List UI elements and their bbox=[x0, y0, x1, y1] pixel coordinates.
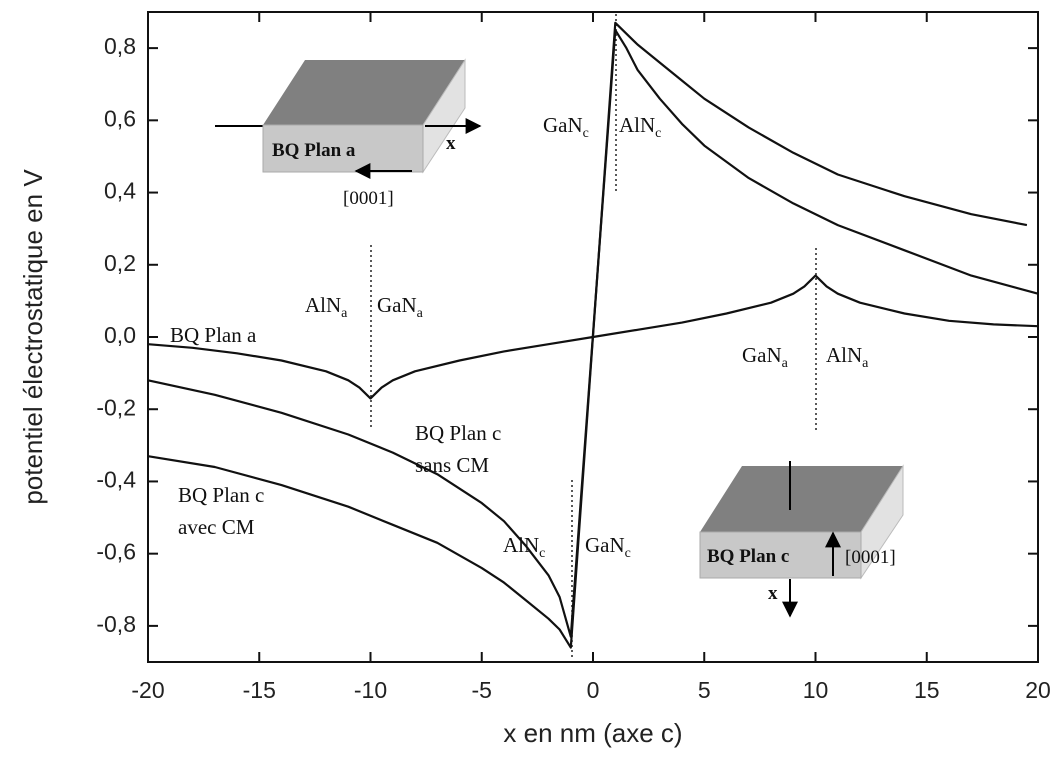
inset-plan-c: BQ Plan c [0001] x bbox=[699, 461, 904, 618]
x-tick-label: -10 bbox=[354, 677, 387, 703]
interface-label: AlNc bbox=[503, 533, 545, 561]
inset-top bbox=[700, 466, 903, 532]
series-label-line: BQ Plan a bbox=[170, 323, 257, 347]
inset-label: BQ Plan a bbox=[272, 140, 356, 161]
inset-front bbox=[262, 124, 424, 173]
interface-subscript: a bbox=[782, 356, 789, 371]
x-tick-label: -20 bbox=[131, 677, 164, 703]
interface-subscript: a bbox=[341, 306, 348, 321]
x-axis-label: x en nm (axe c) bbox=[503, 718, 682, 748]
interface-label: GaNa bbox=[377, 293, 424, 321]
interface-material: AlN bbox=[826, 343, 862, 367]
inset-top bbox=[263, 60, 465, 125]
x-tick-label: -15 bbox=[243, 677, 276, 703]
y-tick-label: 0,2 bbox=[104, 250, 136, 276]
series-label-line: avec CM bbox=[178, 515, 255, 539]
x-tick-label: 10 bbox=[803, 677, 829, 703]
interface-subscript: c bbox=[583, 126, 589, 141]
inset-direction: [0001] bbox=[845, 547, 896, 568]
series-label: BQ Plan c sans CM bbox=[415, 421, 501, 477]
interface-subscript: c bbox=[655, 126, 661, 141]
interface-label: AlNa bbox=[826, 343, 869, 371]
x-tick-label: -5 bbox=[472, 677, 492, 703]
inset-label: BQ Plan c bbox=[707, 546, 789, 567]
x-tick-label: 20 bbox=[1025, 677, 1051, 703]
x-tick-label: 5 bbox=[698, 677, 711, 703]
interface-label: AlNa bbox=[305, 293, 348, 321]
inset-plan-a: BQ Plan a x [0001] bbox=[215, 58, 482, 209]
series-label-line: BQ Plan c bbox=[415, 421, 501, 445]
interface-material: GaN bbox=[377, 293, 417, 317]
interface-material: GaN bbox=[543, 113, 583, 137]
y-tick-label: 0,4 bbox=[104, 178, 136, 204]
interface-subscript: a bbox=[862, 356, 869, 371]
ticks: -20 -15 -10 -5 0 5 10 15 20 -0,8 -0,6 -0,4 -0,2 0,0 0,… bbox=[96, 12, 1051, 703]
interface-label: GaNa bbox=[742, 343, 789, 371]
series-line bbox=[147, 21, 1028, 649]
interface-label: AlNc bbox=[619, 113, 661, 141]
interface-material: GaN bbox=[585, 533, 625, 557]
interface-subscript: a bbox=[417, 306, 424, 321]
y-tick-label: 0,8 bbox=[104, 33, 136, 59]
interface-material: AlN bbox=[619, 113, 655, 137]
interface-label: GaNc bbox=[543, 113, 589, 141]
series-label-line: BQ Plan c bbox=[178, 483, 264, 507]
y-tick-label: 0,6 bbox=[104, 105, 136, 131]
y-tick-label: 0,0 bbox=[104, 322, 136, 348]
y-tick-label: -0,4 bbox=[96, 467, 136, 493]
interface-material: GaN bbox=[742, 343, 782, 367]
annotations: BQ Plan a BQ Plan c sans CM BQ Plan c avec C… bbox=[170, 113, 869, 561]
y-tick-label: -0,2 bbox=[96, 394, 136, 420]
series-label: BQ Plan c avec CM bbox=[178, 483, 264, 539]
inset-axis: x bbox=[446, 133, 456, 154]
series-label-line: sans CM bbox=[415, 453, 489, 477]
interface-subscript: c bbox=[625, 546, 631, 561]
interface-material: AlN bbox=[305, 293, 341, 317]
y-axis-label: potentiel électrostatique en V bbox=[18, 169, 48, 505]
lines bbox=[147, 21, 1039, 649]
series-label: BQ Plan a bbox=[170, 323, 257, 347]
interface-material: AlN bbox=[503, 533, 539, 557]
inset-axis: x bbox=[768, 583, 778, 604]
inset-direction: [0001] bbox=[343, 188, 394, 209]
x-tick-label: 15 bbox=[914, 677, 940, 703]
interface-subscript: c bbox=[539, 546, 545, 561]
y-tick-label: -0,6 bbox=[96, 539, 136, 565]
x-tick-label: 0 bbox=[587, 677, 600, 703]
interface-label: GaNc bbox=[585, 533, 631, 561]
y-tick-label: -0,8 bbox=[96, 611, 136, 637]
